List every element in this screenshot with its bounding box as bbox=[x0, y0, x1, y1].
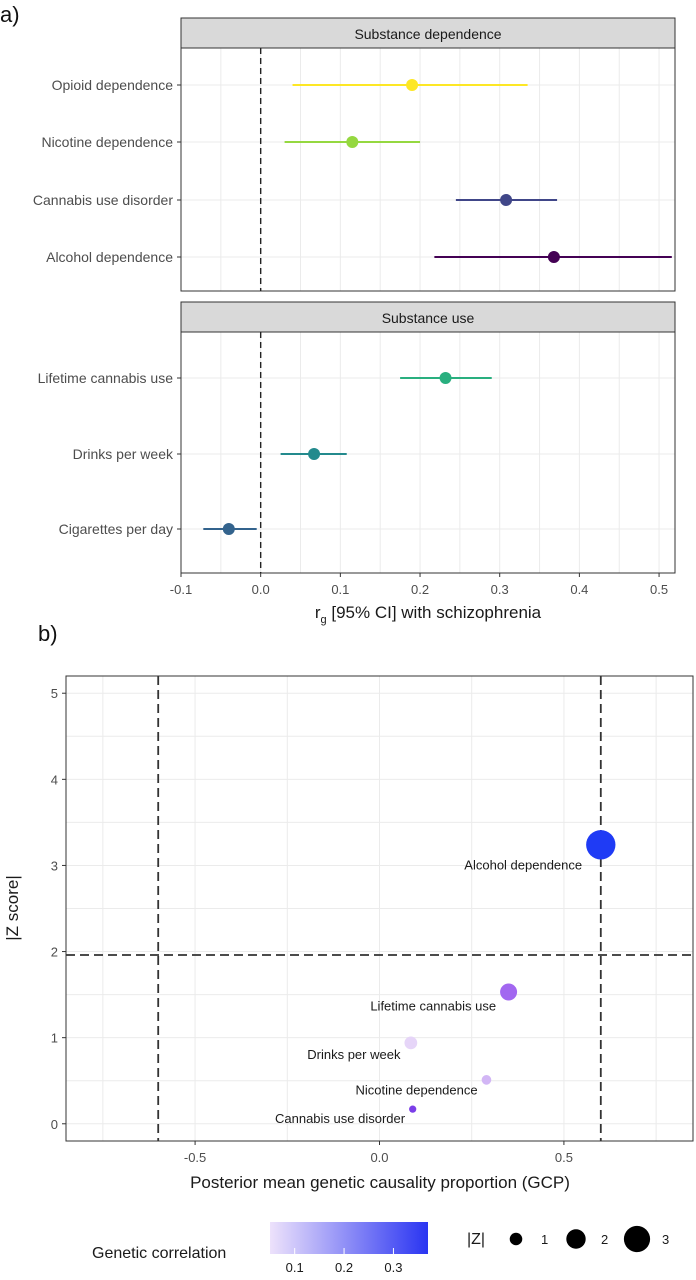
size-key-label: 3 bbox=[662, 1232, 669, 1247]
gridlines-b bbox=[66, 676, 693, 1141]
facet-strip-dependence bbox=[180, 17, 676, 49]
x-axis-title-rest: [95% CI] with schizophrenia bbox=[327, 603, 542, 622]
y-tick-label-b: 3 bbox=[51, 858, 58, 873]
point-label-cannabis-use-disorder: Cannabis use disorder bbox=[275, 1111, 406, 1126]
x-tick-label-a: 0.2 bbox=[411, 582, 429, 597]
point-label-lifetime-cannabis-use: Lifetime cannabis use bbox=[370, 999, 496, 1014]
x-tick-label-a: 0.5 bbox=[650, 582, 668, 597]
legend-size-title: |Z| bbox=[467, 1231, 485, 1248]
forest-plot: Substance dependence Substance use Opioi… bbox=[33, 17, 676, 626]
y-tick-label-drinks-per-week: Drinks per week bbox=[73, 446, 174, 462]
gridlines-facet-use bbox=[180, 332, 675, 573]
size-key-label: 2 bbox=[601, 1232, 608, 1247]
facet-panel-use bbox=[180, 331, 676, 574]
scatter-plot: Alcohol dependence Lifetime cannabis use D… bbox=[3, 675, 694, 1192]
x-axis-ticks-a: -0.1 0.0 0.1 0.2 0.3 0.4 0.5 bbox=[170, 573, 668, 597]
x-tick-label-b: 0.0 bbox=[370, 1150, 388, 1165]
x-tick-label-a: 0.1 bbox=[331, 582, 349, 597]
x-tick-label-a: 0.3 bbox=[491, 582, 509, 597]
point-label-alcohol-dependence: Alcohol dependence bbox=[464, 857, 582, 872]
panel-a-label: a) bbox=[0, 2, 20, 27]
point-cannabis-use-disorder bbox=[500, 194, 513, 206]
colorbar-tick-label: 0.3 bbox=[384, 1260, 402, 1275]
y-tick-label-lifetime-cannabis-use: Lifetime cannabis use bbox=[38, 370, 174, 386]
x-axis-title-a: rg [95% CI] with schizophrenia bbox=[315, 603, 542, 626]
x-axis-title-r: r bbox=[315, 603, 321, 622]
x-axis-title-subscript: g bbox=[321, 614, 327, 626]
scatter-marks: Alcohol dependence Lifetime cannabis use D… bbox=[275, 830, 616, 1126]
point-cannabis-use-disorder bbox=[409, 1105, 417, 1113]
colorbar-tick-label: 0.1 bbox=[286, 1260, 304, 1275]
y-tick-label-b: 1 bbox=[51, 1031, 58, 1046]
facet-title-dependence: Substance dependence bbox=[354, 26, 501, 42]
forest-marks: Opioid dependence Nicotine dependence Cann… bbox=[33, 48, 672, 573]
y-tick-label-b: 5 bbox=[51, 686, 58, 701]
point-lifetime-cannabis-use bbox=[500, 983, 518, 1001]
legend-colorbar bbox=[270, 1222, 428, 1254]
dashed-reference-lines bbox=[66, 676, 693, 1141]
y-tick-label-cigarettes-per-day: Cigarettes per day bbox=[59, 521, 173, 537]
point-label-nicotine-dependence: Nicotine dependence bbox=[355, 1083, 477, 1098]
size-key-dot bbox=[509, 1232, 523, 1246]
panel-b-label: b) bbox=[38, 621, 58, 646]
x-tick-label-a: 0.0 bbox=[252, 582, 270, 597]
y-tick-label-nicotine-dependence: Nicotine dependence bbox=[41, 134, 173, 150]
x-tick-label-b: 0.5 bbox=[555, 1150, 573, 1165]
point-drinks-per-week bbox=[308, 448, 321, 460]
point-alcohol-dependence bbox=[547, 251, 560, 263]
y-tick-label-opioid-dependence: Opioid dependence bbox=[52, 77, 174, 93]
facet-panel-dependence bbox=[180, 47, 676, 292]
point-label-drinks-per-week: Drinks per week bbox=[307, 1047, 401, 1062]
point-drinks-per-week bbox=[404, 1036, 418, 1050]
point-opioid-dependence bbox=[406, 79, 419, 91]
size-key-dot bbox=[566, 1229, 586, 1249]
axis-ticks-b: -0.5 0.0 0.5 0 1 2 3 4 5 bbox=[51, 686, 573, 1165]
x-tick-label-b: -0.5 bbox=[184, 1150, 206, 1165]
x-tick-label-a: -0.1 bbox=[170, 582, 192, 597]
facet-strip-use bbox=[180, 301, 676, 333]
y-axis-title-b: |Z score| bbox=[3, 875, 22, 941]
legend: Genetic correlation 0.1 0.2 0.3 |Z| 1 2 3 bbox=[92, 1222, 669, 1275]
legend-size-keys: 1 2 3 bbox=[509, 1225, 669, 1253]
y-tick-label-alcohol-dependence: Alcohol dependence bbox=[46, 249, 173, 265]
point-lifetime-cannabis-use bbox=[439, 372, 452, 384]
legend-color-title: Genetic correlation bbox=[92, 1245, 226, 1262]
y-tick-label-b: 0 bbox=[51, 1117, 58, 1132]
y-tick-label-b: 2 bbox=[51, 945, 58, 960]
point-cigarettes-per-day bbox=[222, 523, 235, 535]
x-axis-title-b: Posterior mean genetic causality proport… bbox=[190, 1173, 570, 1192]
point-nicotine-dependence bbox=[481, 1075, 492, 1085]
size-key-dot bbox=[623, 1225, 651, 1253]
point-nicotine-dependence bbox=[346, 136, 359, 148]
y-tick-label-b: 4 bbox=[51, 772, 58, 787]
x-tick-label-a: 0.4 bbox=[570, 582, 588, 597]
size-key-label: 1 bbox=[541, 1232, 548, 1247]
y-tick-label-cannabis-use-disorder: Cannabis use disorder bbox=[33, 192, 173, 208]
legend-colorbar-ticks: 0.1 0.2 0.3 bbox=[286, 1248, 402, 1275]
colorbar-tick-label: 0.2 bbox=[335, 1260, 353, 1275]
point-alcohol-dependence bbox=[586, 830, 616, 860]
facet-title-use: Substance use bbox=[382, 310, 475, 326]
